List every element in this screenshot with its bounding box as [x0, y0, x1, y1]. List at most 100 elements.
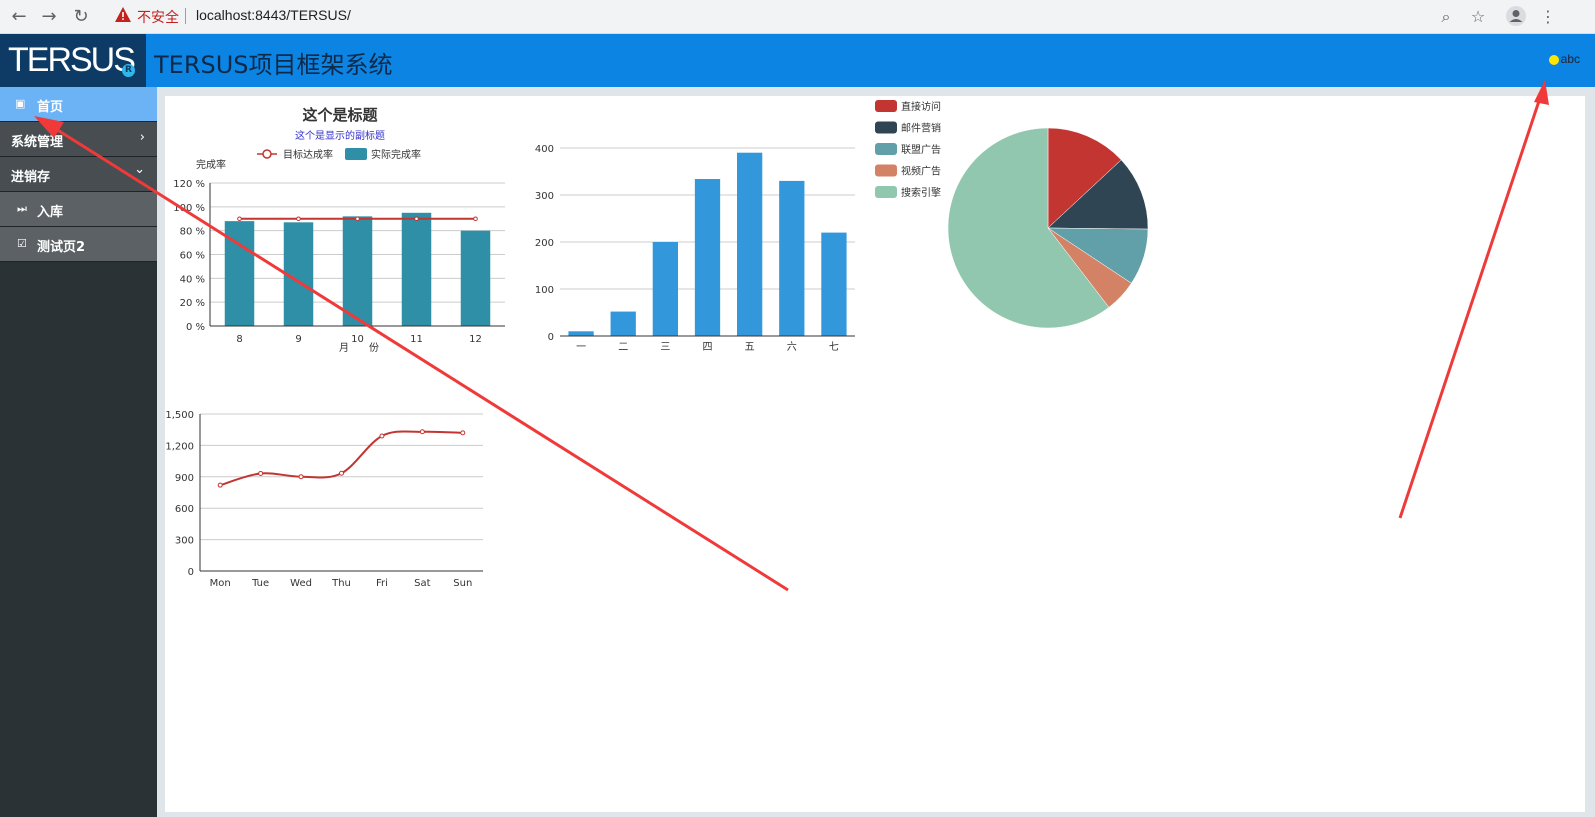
bar	[610, 311, 636, 336]
sidebar-item-label: 入库	[37, 205, 64, 220]
y-tick-label: 80 %	[180, 227, 205, 238]
sidebar-item-label: 进销存	[11, 170, 51, 185]
sidebar-item-system[interactable]: 系统管理 ›	[0, 122, 157, 157]
y-axis-label: 完成率	[196, 158, 226, 171]
target-point	[237, 216, 242, 222]
x-tick-label: 12	[469, 334, 482, 345]
legend-swatch	[875, 121, 897, 134]
x-tick-label: Mon	[210, 578, 231, 589]
bar	[460, 230, 491, 326]
sidebar-item-label: 系统管理	[11, 135, 64, 150]
y-tick-label: 1,200	[165, 441, 194, 452]
x-tick-label: 一	[576, 342, 586, 353]
zoom-icon[interactable]: ⌕	[1441, 7, 1451, 26]
y-tick-label: 400	[535, 144, 554, 155]
bar	[779, 180, 805, 336]
legend-line-marker	[262, 149, 272, 159]
x-tick-label: Sat	[414, 578, 430, 589]
bar	[568, 331, 594, 336]
dashboard-panel: 这个是标题 这个是显示的副标题 目标达成率 实际完成率 完成率 月 份 0 % 2…	[165, 96, 1585, 812]
target-point	[355, 216, 360, 222]
weekly-line-chart: 0 300 600 900 1,200 1,500 Mon Tue Wed Thu Fri Sat Su…	[165, 410, 483, 589]
bar	[694, 179, 721, 336]
app-header	[0, 34, 1595, 87]
x-tick-label: 六	[787, 341, 797, 353]
y-tick-label: 100 %	[173, 203, 205, 214]
bar	[401, 212, 432, 326]
pie-slice	[947, 127, 1110, 329]
y-tick-label: 0	[188, 567, 194, 578]
user-icon	[1548, 54, 1559, 65]
x-tick-label: 11	[410, 334, 423, 345]
y-tick-label: 300	[535, 191, 554, 202]
warning-icon	[115, 7, 131, 22]
y-tick-label: 900	[175, 473, 194, 484]
legend-label: 视频广告	[901, 165, 941, 178]
sidebar-item-label: 测试页2	[37, 240, 86, 255]
chevron-right-icon: ›	[139, 130, 145, 145]
star-icon[interactable]: ☆	[1470, 7, 1486, 26]
y-tick-label: 1,500	[165, 410, 194, 421]
sidebar-item-stock-in[interactable]: ⏭ 入库	[0, 192, 157, 227]
forward-icon[interactable]: →	[41, 6, 57, 27]
user-menu[interactable]: abc	[1548, 52, 1580, 66]
fast-forward-icon: ⏭	[17, 202, 27, 215]
legend-label: 实际完成率	[371, 148, 421, 161]
bar	[737, 152, 763, 336]
y-tick-label: 60 %	[180, 251, 205, 262]
chart-title: 这个是标题	[302, 106, 378, 124]
bar	[652, 242, 678, 336]
data-point	[460, 430, 466, 436]
insecure-label[interactable]: 不安全	[137, 9, 179, 25]
legend-swatch	[875, 143, 897, 155]
x-tick-label: 8	[236, 334, 242, 345]
url-text[interactable]: localhost:8443/TERSUS/	[196, 7, 351, 23]
pie-slice	[1047, 159, 1149, 230]
bar	[342, 216, 373, 326]
data-point	[379, 433, 385, 439]
data-point	[258, 470, 264, 476]
logo-text: TERSUS	[8, 41, 136, 79]
chart-legend[interactable]: 目标达成率 实际完成率	[257, 148, 421, 161]
legend-swatch	[875, 186, 897, 198]
address-bar[interactable]	[104, 3, 1519, 31]
completion-rate-chart: 这个是标题 这个是显示的副标题 目标达成率 实际完成率 完成率 月 份 0 %2…	[173, 106, 505, 354]
x-tick-label: 9	[295, 334, 301, 345]
check-square-icon: ☑	[17, 237, 27, 250]
menu-icon[interactable]: ⋮	[1540, 7, 1556, 26]
chevron-down-icon: ⌄	[134, 162, 145, 177]
x-tick-label: Tue	[251, 578, 269, 589]
x-tick-label: 七	[829, 341, 839, 353]
sidebar-item-home[interactable]: ▣ 首页	[0, 87, 157, 122]
reload-icon[interactable]: ↻	[73, 6, 89, 27]
y-tick-label: 120 %	[173, 179, 205, 190]
picture-icon: ▣	[15, 97, 26, 110]
data-point	[298, 474, 304, 480]
legend-bar-swatch	[345, 148, 367, 160]
y-tick-label: 100	[535, 285, 554, 296]
data-point	[419, 429, 425, 435]
legend-label: 目标达成率	[283, 148, 333, 161]
profile-icon[interactable]	[1504, 5, 1528, 29]
legend-label: 直接访问	[901, 100, 941, 113]
x-tick-label: Thu	[331, 578, 351, 589]
target-point	[414, 216, 419, 222]
y-tick-label: 200	[535, 238, 554, 249]
y-tick-label: 600	[175, 504, 194, 515]
back-icon[interactable]: ←	[11, 6, 27, 27]
omnibox-divider	[185, 8, 186, 24]
legend-label: 联盟广告	[901, 143, 941, 156]
app-title: TERSUS项目框架系统	[154, 51, 393, 79]
x-tick-label: 10	[351, 334, 364, 345]
legend-label: 搜索引擎	[901, 186, 941, 199]
x-tick-label: 三	[660, 342, 670, 353]
x-tick-label: 五	[745, 342, 755, 353]
logo-mark: R	[122, 64, 135, 77]
sidebar-item-test2[interactable]: ☑ 测试页2	[0, 227, 157, 262]
sidebar-item-label: 首页	[37, 100, 64, 115]
sidebar-item-inventory[interactable]: 进销存 ⌄	[0, 157, 157, 192]
user-name: abc	[1560, 52, 1580, 66]
pie-slice	[1047, 127, 1122, 229]
target-point	[473, 216, 478, 222]
